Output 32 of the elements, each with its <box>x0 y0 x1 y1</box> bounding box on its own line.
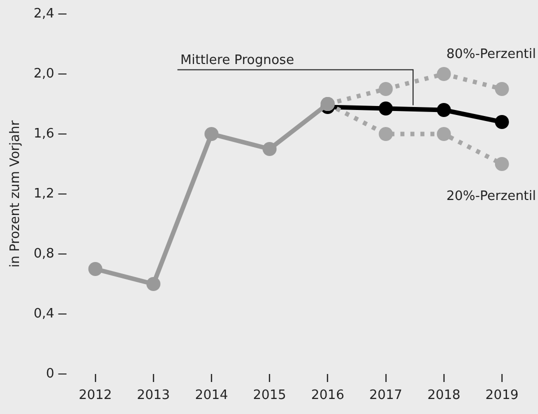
point <box>436 67 451 81</box>
point <box>204 127 218 141</box>
y-axis-title: in Prozent zum Vorjahr <box>8 120 24 268</box>
y-tick-label: 1,2 <box>34 186 54 202</box>
y-tick-label: 2,4 <box>34 6 54 22</box>
x-tick-label: 2017 <box>369 388 402 404</box>
series-label: 80%-Perzentil <box>446 47 536 62</box>
y-tick-label: 2,0 <box>34 66 54 82</box>
y-tick-label: 1,6 <box>34 126 54 142</box>
point <box>436 103 451 117</box>
x-tick-label: 2018 <box>427 388 460 404</box>
x-tick-label: 2016 <box>311 388 344 404</box>
text: Mittlere Prognose <box>180 52 294 68</box>
text: 20%-Perzentil <box>446 189 536 204</box>
y-tick-label: 0,4 <box>34 306 54 322</box>
point <box>494 82 509 96</box>
point <box>88 262 102 276</box>
point <box>494 115 509 129</box>
y-tick-label: 0 <box>46 366 54 382</box>
point <box>146 277 160 291</box>
x-tick-label: 2015 <box>253 388 286 404</box>
point <box>262 142 277 156</box>
x-tick-label: 2014 <box>194 388 228 404</box>
x-tick-label: 2019 <box>485 388 518 404</box>
x-tick-label: 2012 <box>78 388 112 404</box>
point <box>378 127 393 141</box>
y-tick-label: 0,8 <box>34 246 54 262</box>
x-tick-label: 2013 <box>136 388 170 404</box>
point <box>494 157 509 171</box>
point <box>378 82 393 96</box>
point <box>436 127 451 141</box>
point <box>378 102 393 116</box>
